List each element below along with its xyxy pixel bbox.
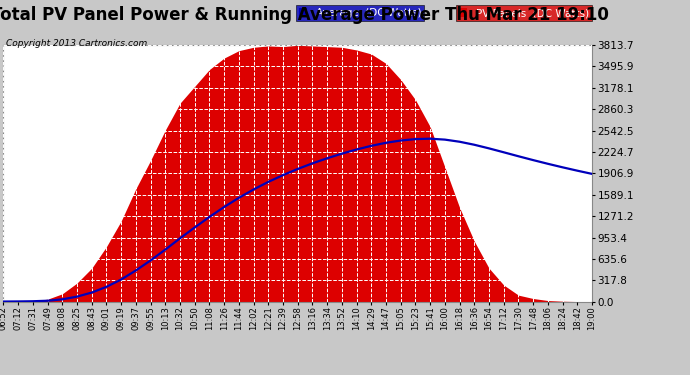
Legend: PV Panels  (DC Watts): PV Panels (DC Watts): [456, 5, 592, 21]
Text: Copyright 2013 Cartronics.com: Copyright 2013 Cartronics.com: [6, 39, 147, 48]
Text: Total PV Panel Power & Running Average Power Thu Mar 21 19:10: Total PV Panel Power & Running Average P…: [0, 6, 609, 24]
